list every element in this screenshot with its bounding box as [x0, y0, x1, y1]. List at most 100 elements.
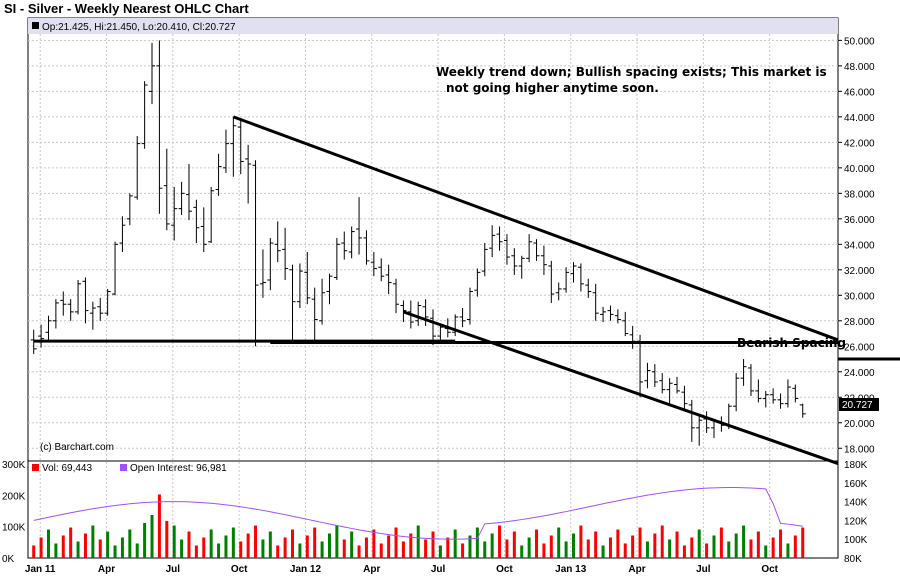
volume-bar [379, 543, 383, 558]
volume-bar [305, 535, 309, 558]
x-tick-label: Jan 11 [25, 564, 56, 575]
volume-bar [579, 525, 583, 558]
ohlc-bar [489, 225, 496, 258]
volume-bar [586, 539, 590, 558]
oi-tick-label: 180K [844, 460, 868, 471]
ohlc-bar [60, 291, 67, 316]
ohlc-bar [474, 268, 481, 297]
price-tick-label: 26.000 [844, 342, 875, 353]
ohlc-bar [171, 186, 178, 241]
ohlc-bar [237, 118, 244, 175]
price-tick-label: 18.000 [844, 444, 875, 455]
ohlc-bar [38, 324, 45, 348]
ohlc-bar [97, 297, 104, 321]
ohlc-bar [792, 384, 799, 403]
ohlc-bar [466, 287, 473, 325]
ohlc-bar [333, 237, 340, 281]
volume-bar [638, 527, 642, 558]
volume-bar [342, 539, 346, 558]
volume-bar [283, 537, 287, 558]
volume-bar [690, 537, 694, 558]
volume-bar [254, 525, 258, 558]
volume-bar [32, 545, 36, 558]
volume-bar [771, 537, 775, 558]
ohlc-bar [651, 364, 658, 388]
volume-bar [527, 537, 531, 558]
volume-bar [645, 541, 649, 558]
volume-bar [276, 545, 280, 558]
volume-bar [438, 545, 442, 558]
ohlc-bar [422, 299, 429, 326]
ohlc-bar [363, 230, 370, 265]
ohlc-bar [555, 282, 562, 301]
volume-bar [209, 529, 213, 558]
volume-bar [719, 527, 723, 558]
x-axis: Jan 11 Apr Jul Oct Jan 12 Apr Jul Oct Jan 13 Apr J… [25, 564, 779, 575]
ohlc-bar [659, 373, 666, 394]
volume-bar [549, 535, 553, 558]
oi-legend-icon [120, 464, 127, 471]
volume-bar [217, 543, 221, 558]
trendline-downtrend-upper [232, 115, 839, 342]
volume-bar [623, 543, 627, 558]
x-tick-label: Oct [496, 564, 513, 575]
oi-tick-label: 80K [844, 554, 862, 565]
ohlc-bar [222, 129, 229, 173]
volume-bars [32, 494, 805, 558]
x-tick-label: Oct [761, 564, 778, 575]
volume-bar [801, 527, 805, 558]
volume-bar [631, 535, 635, 558]
ohlc-bar [526, 234, 533, 263]
ohlc-bar [755, 379, 762, 403]
ohlc-bar [503, 234, 510, 265]
volume-bar [409, 533, 413, 558]
oi-legend: Open Interest: 96,981 [130, 463, 227, 474]
ohlc-bar [193, 199, 200, 244]
ohlc-bar [570, 262, 577, 283]
volume-bar [520, 545, 524, 558]
price-tick-label: 34.000 [844, 240, 875, 251]
ohlc-bar [52, 299, 59, 329]
x-tick-label: Jan 12 [290, 564, 322, 575]
grid [28, 34, 838, 558]
ohlc-bar [688, 399, 695, 442]
ohlc-bar [533, 239, 540, 261]
ohlc-bar [208, 186, 215, 244]
price-panel [27, 17, 839, 462]
ohlc-bar [747, 364, 754, 396]
volume-bar [291, 529, 295, 558]
volume-bar [512, 531, 516, 558]
volume-bar [505, 539, 509, 558]
volume-bar [83, 533, 87, 558]
volume-bar [372, 529, 376, 558]
vol-tick-label: 100K [2, 523, 26, 534]
vol-tick-label: 200K [2, 491, 26, 502]
ohlc-bar [666, 378, 673, 404]
ohlc-bar [141, 81, 148, 149]
volume-bar [446, 537, 450, 558]
volume-bar [350, 531, 354, 558]
volume-bar [742, 525, 746, 558]
x-tick-label: Oct [231, 564, 248, 575]
volume-bar [61, 535, 65, 558]
volume-bar [76, 541, 80, 558]
volume-bar [431, 531, 435, 558]
ohlc-bar [200, 207, 207, 252]
volume-bar [749, 539, 753, 558]
info-bullet-icon [32, 22, 39, 29]
volume-bar [498, 525, 502, 558]
ohlc-bar [274, 221, 281, 263]
volume-bar [128, 529, 132, 558]
ohlc-bar [592, 283, 599, 321]
ohlc-bar [245, 144, 252, 204]
ohlc-bar [296, 263, 303, 309]
volume-bar [202, 537, 206, 558]
ohlc-bar [267, 237, 274, 291]
volume-bar [106, 531, 110, 558]
ohlc-bar [644, 362, 651, 389]
volume-bar [46, 529, 50, 558]
oi-tick-label: 160K [844, 479, 868, 490]
price-tick-label: 32.000 [844, 266, 875, 277]
ohlc-bar [496, 226, 503, 251]
ohlc-bar [370, 251, 377, 277]
